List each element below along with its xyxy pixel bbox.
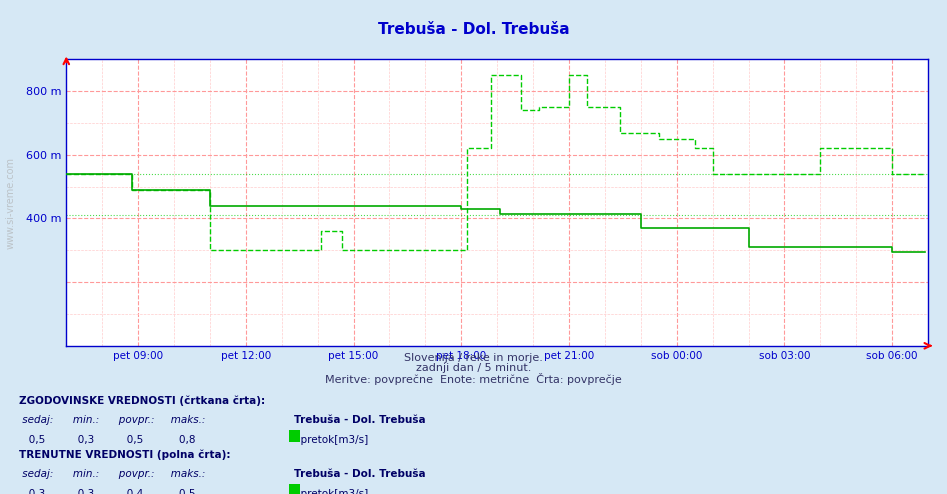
- Text: Trebuša - Dol. Trebuša: Trebuša - Dol. Trebuša: [294, 415, 425, 425]
- Text: Meritve: povprečne  Enote: metrične  Črta: povprečje: Meritve: povprečne Enote: metrične Črta:…: [325, 373, 622, 385]
- Text: www.si-vreme.com: www.si-vreme.com: [6, 157, 15, 248]
- Text: pretok[m3/s]: pretok[m3/s]: [294, 435, 367, 445]
- Text: 0,5          0,3          0,5           0,8: 0,5 0,3 0,5 0,8: [19, 435, 195, 445]
- Text: pretok[m3/s]: pretok[m3/s]: [294, 489, 367, 494]
- Text: Slovenija / reke in morje.: Slovenija / reke in morje.: [404, 353, 543, 363]
- Text: 0,3          0,3          0,4           0,5: 0,3 0,3 0,4 0,5: [19, 489, 195, 494]
- Text: Trebuša - Dol. Trebuša: Trebuša - Dol. Trebuša: [378, 22, 569, 37]
- Text: Trebuša - Dol. Trebuša: Trebuša - Dol. Trebuša: [294, 469, 425, 479]
- Text: sedaj:      min.:      povpr.:     maks.:: sedaj: min.: povpr.: maks.:: [19, 415, 205, 425]
- Text: TRENUTNE VREDNOSTI (polna črta):: TRENUTNE VREDNOSTI (polna črta):: [19, 450, 230, 460]
- Text: sedaj:      min.:      povpr.:     maks.:: sedaj: min.: povpr.: maks.:: [19, 469, 205, 479]
- Text: ZGODOVINSKE VREDNOSTI (črtkana črta):: ZGODOVINSKE VREDNOSTI (črtkana črta):: [19, 395, 265, 406]
- Text: zadnji dan / 5 minut.: zadnji dan / 5 minut.: [416, 363, 531, 373]
